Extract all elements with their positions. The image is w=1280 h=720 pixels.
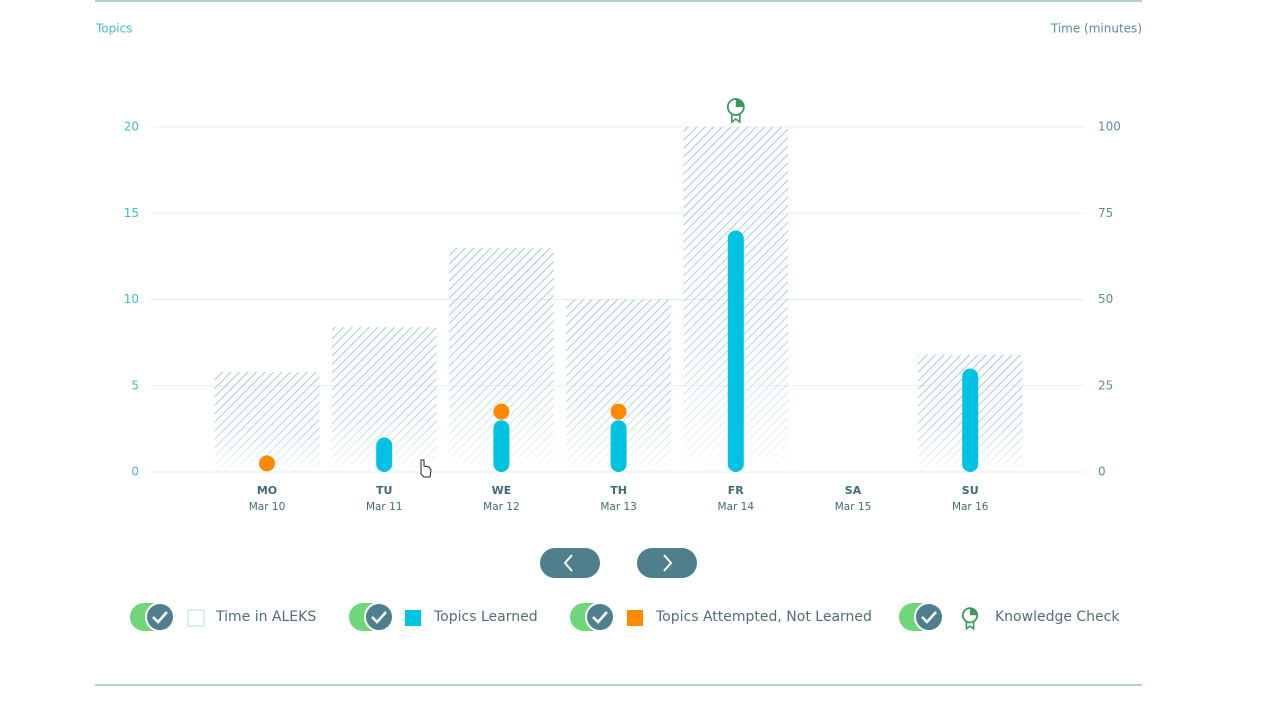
prev-button[interactable] <box>540 548 600 578</box>
toggle-knob[interactable] <box>145 602 175 632</box>
legend-label: Time in ALEKS <box>215 609 316 625</box>
next-arrow[interactable] <box>663 554 673 572</box>
legend-toggle[interactable] <box>570 602 615 632</box>
legend-label: Topics Learned <box>433 609 538 625</box>
legend-swatch <box>961 607 979 631</box>
y-axis-title: Topics <box>95 22 132 36</box>
x-tick-label: FR <box>728 484 745 497</box>
x-tick-label: SU <box>962 484 979 497</box>
icon-ribbon <box>730 114 741 124</box>
y-tick-label: 0 <box>131 465 139 479</box>
attempted-dot <box>610 403 627 420</box>
x-tick-label: MO <box>257 484 277 497</box>
time-bar <box>214 371 320 472</box>
y2-tick-label: 0 <box>1098 465 1106 479</box>
x-tick-date: Mar 10 <box>249 501 286 513</box>
legend-swatch <box>627 610 643 626</box>
x-tick-date: Mar 14 <box>718 501 755 513</box>
legend-label: Topics Attempted, Not Learned <box>655 609 872 625</box>
x-tick-date: Mar 13 <box>600 501 637 513</box>
learned-bar <box>493 420 510 472</box>
knowledge-check-icon <box>726 98 745 124</box>
y2-tick-label: 75 <box>1098 206 1113 220</box>
y2-tick-label: 50 <box>1098 292 1113 306</box>
x-tick-date: Mar 11 <box>366 501 403 513</box>
y-tick-label: 10 <box>124 292 139 306</box>
prev-button-bg[interactable] <box>540 548 600 578</box>
legend-swatch <box>187 609 205 627</box>
learned-bar <box>610 420 627 472</box>
next-button-bg[interactable] <box>637 548 697 578</box>
x-tick-label: TH <box>610 484 627 497</box>
toggle-check[interactable] <box>592 611 608 624</box>
x-tick-date: Mar 12 <box>483 501 520 513</box>
y2-tick-label: 25 <box>1098 378 1113 392</box>
prev-arrow[interactable] <box>563 554 573 572</box>
legend-toggle[interactable] <box>130 602 175 632</box>
x-tick-label: WE <box>492 484 512 497</box>
toggle-check[interactable] <box>921 611 937 624</box>
x-tick-date: Mar 15 <box>835 501 872 513</box>
icon-ribbon <box>965 621 975 631</box>
next-button[interactable] <box>637 548 697 578</box>
attempted-dot <box>259 455 275 472</box>
y2-axis-title: Time (minutes) <box>1050 22 1142 36</box>
toggle-check[interactable] <box>371 611 387 624</box>
toggle-knob[interactable] <box>914 602 944 632</box>
learned-bar <box>376 437 393 472</box>
legend-toggle[interactable] <box>899 602 944 632</box>
toggle-knob[interactable] <box>585 602 615 632</box>
legend-label: Knowledge Check <box>995 609 1120 625</box>
x-tick-label: SA <box>845 484 862 497</box>
icon-circle <box>961 607 979 624</box>
y-tick-label: 5 <box>131 378 139 392</box>
x-tick-label: TU <box>376 484 392 497</box>
y2-tick-label: 100 <box>1098 120 1121 134</box>
learned-bar <box>727 230 744 472</box>
y-tick-label: 15 <box>124 206 139 220</box>
toggle-knob[interactable] <box>364 602 394 632</box>
learned-bar <box>962 368 979 472</box>
toggle-check[interactable] <box>152 611 168 624</box>
icon-wedge <box>970 608 978 616</box>
attempted-dot <box>493 403 510 420</box>
x-tick-date: Mar 16 <box>952 501 989 513</box>
cursor <box>420 459 432 478</box>
y-tick-label: 20 <box>124 120 139 134</box>
icon-wedge <box>735 99 744 107</box>
legend-swatch <box>405 610 421 626</box>
legend-toggle[interactable] <box>349 602 394 632</box>
